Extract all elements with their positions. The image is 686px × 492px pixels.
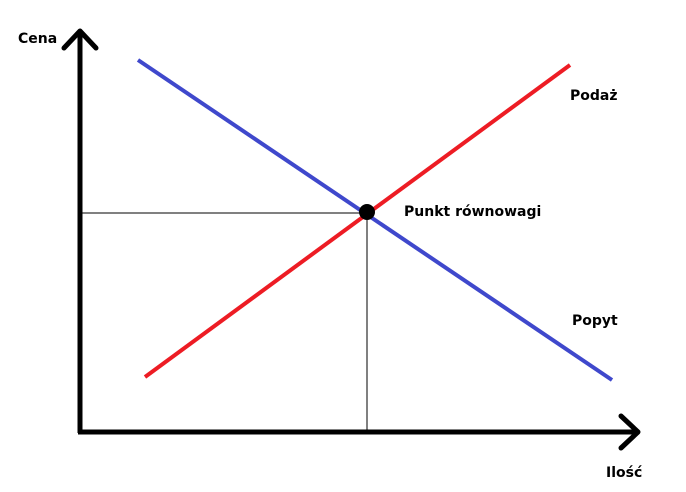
y-axis-arrow xyxy=(61,28,99,51)
equilibrium-label: Punkt równowagi xyxy=(404,204,542,220)
demand-label: Popyt xyxy=(572,313,618,329)
equilibrium-point xyxy=(359,204,375,220)
y-axis-label: Cena xyxy=(18,31,58,47)
demand-curve xyxy=(136,58,614,382)
supply-curve xyxy=(143,63,572,379)
supply-label: Podaż xyxy=(570,88,618,104)
x-axis-label: Ilość xyxy=(606,465,643,481)
x-axis-arrow xyxy=(618,413,641,451)
